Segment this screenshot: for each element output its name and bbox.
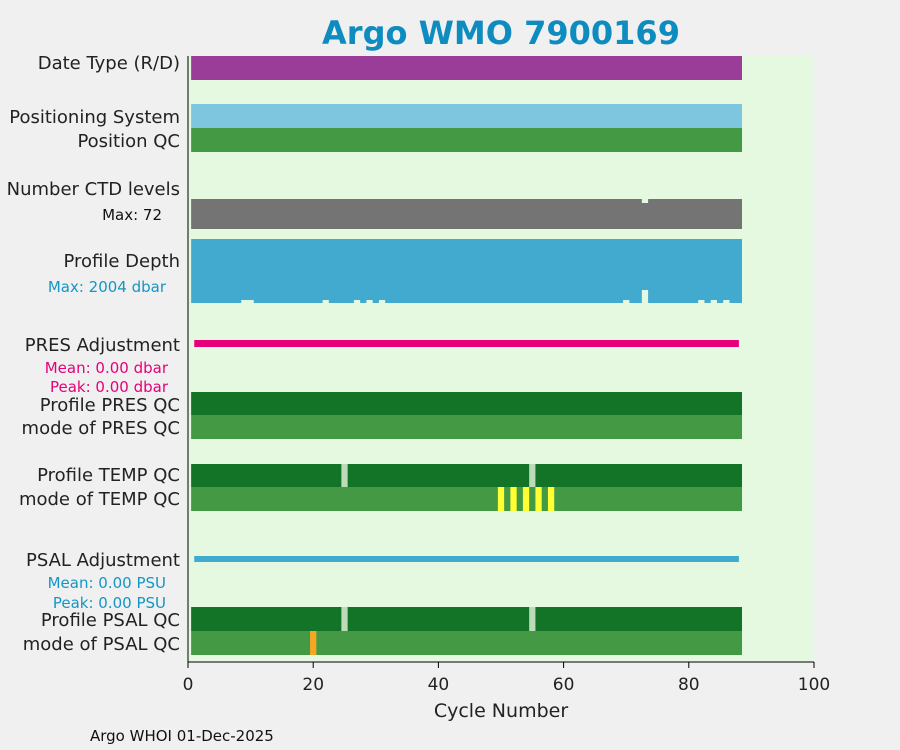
label-psal-peak: Peak: 0.00 PSU bbox=[53, 594, 166, 612]
flag-mode-temp-qc-cycle-54 bbox=[522, 487, 530, 511]
label-ctd-max: Max: 72 bbox=[102, 206, 162, 224]
x-tick-label-60: 60 bbox=[553, 675, 575, 695]
bar-pres-adjustment bbox=[194, 340, 739, 347]
label-profile-temp-qc: Profile TEMP QC bbox=[37, 465, 180, 486]
flag-mode-temp-qc-cycle-50 bbox=[497, 487, 505, 511]
flag-profile-psal-qc-cycle-25 bbox=[341, 607, 348, 631]
label-profile-depth: Profile Depth bbox=[63, 251, 180, 272]
gap-profile-depth-cycle-84 bbox=[710, 300, 717, 303]
flag-mode-temp-qc-cycle-52 bbox=[510, 487, 517, 511]
bars-layer bbox=[191, 56, 743, 655]
bar-ctd-levels bbox=[191, 199, 743, 229]
gap-profile-depth-cycle-22 bbox=[322, 300, 329, 303]
bar-profile-psal-qc bbox=[191, 607, 743, 631]
label-depth-max: Max: 2004 dbar bbox=[48, 278, 167, 296]
gap-profile-depth-cycle-31 bbox=[378, 300, 386, 303]
gap-profile-depth-cycle-82 bbox=[698, 300, 705, 303]
label-pres-peak: Peak: 0.00 dbar bbox=[50, 378, 169, 396]
label-pres-adjustment: PRES Adjustment bbox=[25, 335, 180, 356]
bar-profile-pres-qc bbox=[191, 392, 743, 415]
bar-positioning-system bbox=[191, 104, 743, 128]
flag-profile-temp-qc-cycle-25 bbox=[341, 464, 348, 487]
x-axis-label: Cycle Number bbox=[434, 700, 568, 722]
x-tick-label-20: 20 bbox=[302, 675, 324, 695]
x-tick-label-40: 40 bbox=[428, 675, 450, 695]
bar-position-qc bbox=[191, 128, 743, 152]
label-psal-mean: Mean: 0.00 PSU bbox=[48, 574, 166, 592]
label-psal-adjustment: PSAL Adjustment bbox=[26, 550, 180, 571]
label-position-qc: Position QC bbox=[77, 131, 180, 152]
gap-profile-depth-cycle-86 bbox=[723, 300, 730, 303]
label-number-ctd-levels: Number CTD levels bbox=[7, 179, 180, 200]
gap-profile-depth-cycle-27 bbox=[353, 300, 361, 303]
gap-profile-depth-cycle-29 bbox=[366, 300, 373, 303]
x-tick-label-100: 100 bbox=[798, 675, 830, 695]
x-tick-label-80: 80 bbox=[678, 675, 700, 695]
bar-date-type bbox=[191, 56, 743, 80]
bar-profile-depth bbox=[191, 239, 743, 303]
bar-mode-temp-qc bbox=[191, 487, 743, 511]
flag-profile-psal-qc-cycle-55 bbox=[529, 607, 536, 631]
chart-title: Argo WMO 7900169 bbox=[322, 14, 680, 52]
label-pres-mean: Mean: 0.00 dbar bbox=[45, 359, 169, 377]
flag-mode-temp-qc-cycle-56 bbox=[535, 487, 542, 511]
footer-text: Argo WHOI 01-Dec-2025 bbox=[90, 727, 274, 745]
x-tick-label-0: 0 bbox=[183, 675, 194, 695]
gap-profile-depth-cycle-9 bbox=[241, 300, 248, 303]
label-profile-psal-qc: Profile PSAL QC bbox=[41, 610, 180, 631]
bar-psal-adjustment bbox=[194, 556, 739, 562]
label-profile-pres-qc: Profile PRES QC bbox=[40, 395, 180, 416]
gap-profile-depth-cycle-73 bbox=[641, 290, 649, 303]
gap-ctd-levels-cycle-73 bbox=[641, 199, 649, 203]
bar-mode-pres-qc bbox=[191, 415, 743, 439]
x-ticks: 0 20 40 60 80 100 bbox=[183, 662, 830, 695]
gap-profile-depth-cycle-70 bbox=[623, 300, 630, 303]
label-mode-psal-qc: mode of PSAL QC bbox=[23, 634, 180, 655]
flag-profile-temp-qc-cycle-55 bbox=[529, 464, 536, 487]
label-date-type: Date Type (R/D) bbox=[38, 53, 180, 74]
label-mode-temp-qc: mode of TEMP QC bbox=[19, 489, 180, 510]
flag-mode-psal-qc-cycle-20 bbox=[310, 631, 317, 655]
bar-profile-temp-qc bbox=[191, 464, 743, 487]
gap-profile-depth-cycle-10 bbox=[247, 300, 254, 303]
label-mode-pres-qc: mode of PRES QC bbox=[22, 418, 180, 439]
label-positioning-system: Positioning System bbox=[9, 107, 180, 128]
bar-mode-psal-qc bbox=[191, 631, 743, 655]
flag-mode-temp-qc-cycle-58 bbox=[547, 487, 555, 511]
